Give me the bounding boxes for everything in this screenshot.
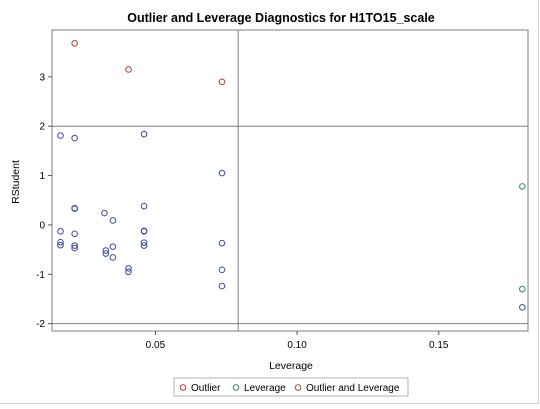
x-axis-ticks: 0.05 0.10 0.15	[146, 331, 449, 351]
point-observation	[140, 228, 148, 235]
point-observation	[102, 247, 110, 254]
legend-marker-outlier	[179, 384, 187, 391]
x-tick-label: 0.10	[287, 340, 307, 351]
point-observation	[71, 205, 78, 212]
x-tick-label: 0.05	[146, 340, 166, 351]
point-observation	[71, 242, 78, 249]
point-observation	[218, 239, 226, 247]
point-observation	[109, 254, 117, 261]
point-observation	[125, 265, 132, 272]
legend-label-leverage: Leverage	[244, 383, 286, 394]
y-tick-label: -1	[36, 270, 45, 281]
point-observation	[57, 228, 64, 235]
point-observation	[140, 242, 148, 249]
point-observation	[519, 304, 526, 311]
point-leverage	[519, 285, 526, 293]
y-tick-label: -2	[36, 319, 45, 330]
legend-marker-outlier-and-leverage	[294, 384, 302, 391]
legend-box	[173, 377, 409, 397]
point-outlier	[125, 66, 132, 73]
point-observation	[218, 266, 226, 274]
point-observation	[57, 238, 64, 246]
reference-lines	[52, 30, 528, 331]
point-observation	[140, 130, 148, 138]
point-outlier	[71, 40, 78, 47]
data-points	[57, 40, 526, 311]
point-observation	[57, 241, 64, 249]
legend-label-outlier: Outlier	[191, 383, 221, 394]
point-observation	[140, 202, 148, 210]
point-leverage	[519, 183, 526, 190]
point-observation	[57, 132, 64, 139]
y-axis-label: RStudent	[10, 160, 22, 204]
point-observation	[140, 239, 148, 246]
point-observation	[71, 134, 78, 142]
point-outlier	[218, 78, 226, 86]
point-observation	[101, 209, 108, 217]
point-observation	[71, 244, 78, 252]
plot-area	[51, 29, 529, 332]
point-observation	[218, 169, 226, 177]
y-tick-label: 2	[39, 122, 45, 133]
point-observation	[218, 282, 226, 290]
point-observation	[109, 243, 117, 250]
point-observation	[71, 230, 78, 238]
x-axis-label: Leverage	[269, 360, 313, 372]
y-axis-ticks: -2 -1 0 1 2 3	[36, 72, 52, 330]
point-observation	[102, 250, 110, 257]
point-observation	[109, 217, 117, 224]
legend: Outlier Leverage Outlier and Leverage	[173, 377, 409, 397]
legend-marker-leverage	[232, 384, 240, 391]
x-tick-label: 0.15	[429, 340, 449, 351]
y-tick-label: 3	[39, 72, 45, 83]
point-observation	[125, 268, 132, 276]
chart-title: Outlier and Leverage Diagnostics for H1T…	[127, 11, 435, 25]
legend-label-outlier-and-leverage: Outlier and Leverage	[306, 383, 400, 394]
y-tick-label: 0	[39, 220, 45, 231]
y-tick-label: 1	[39, 171, 45, 182]
